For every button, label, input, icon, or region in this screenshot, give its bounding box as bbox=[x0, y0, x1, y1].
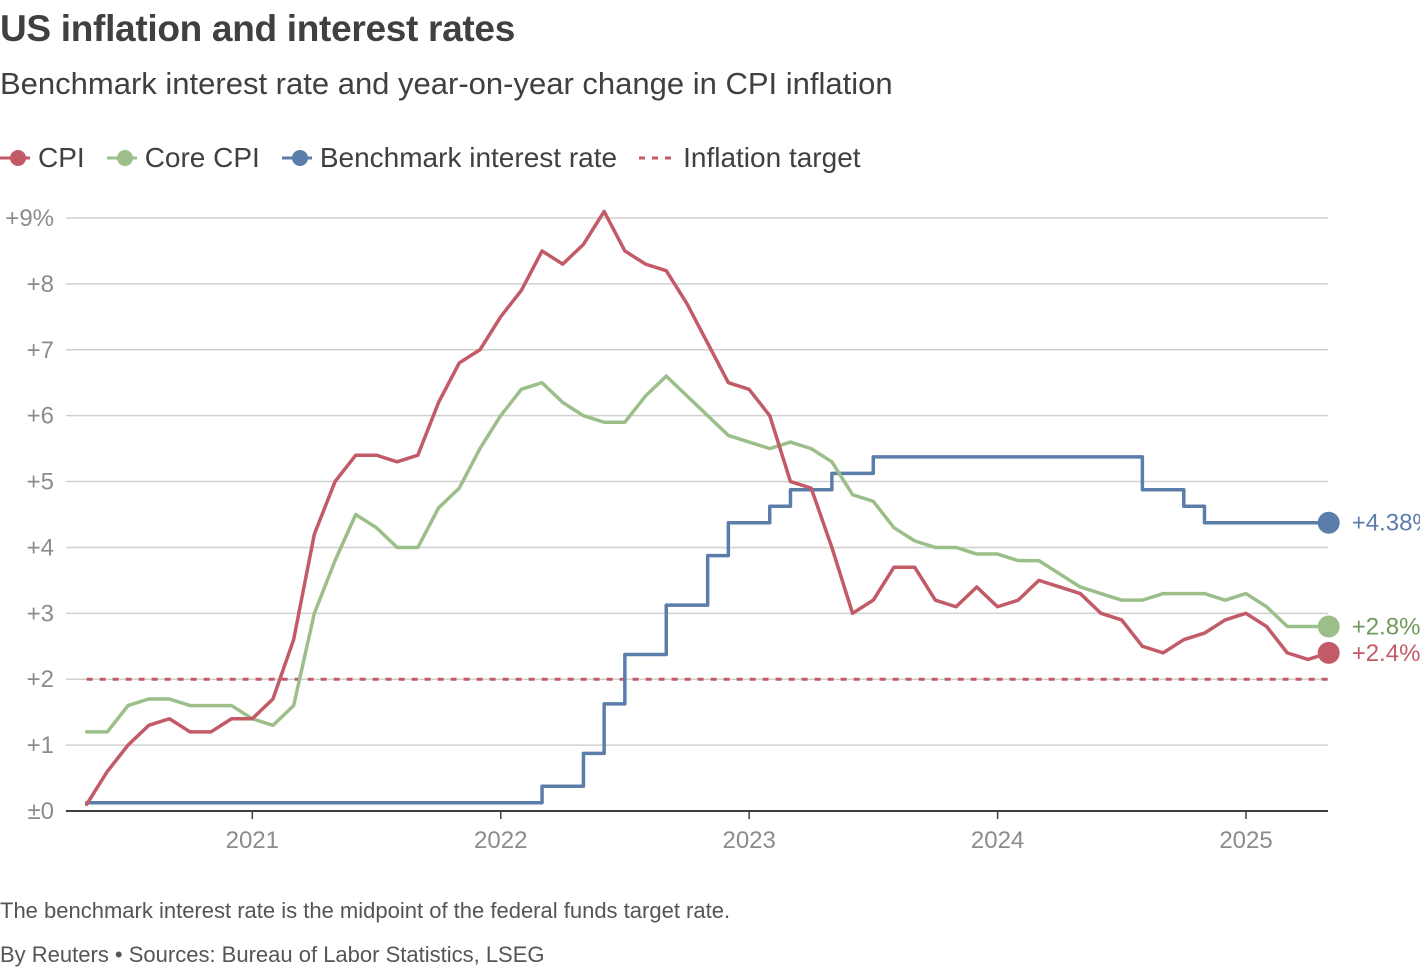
legend-swatch-core-cpi bbox=[106, 150, 137, 166]
x-tick-label-3: 2024 bbox=[971, 827, 1024, 854]
legend-label-cpi: CPI bbox=[38, 142, 85, 173]
chart-source: By Reuters • Sources: Bureau of Labor St… bbox=[0, 942, 545, 967]
legend-swatch-inflation-target bbox=[639, 156, 676, 160]
legend-swatch-cpi bbox=[0, 150, 30, 166]
end-label-benchmark-interest-rate: +4.38% bbox=[1352, 510, 1420, 537]
chart-plot: ±0 +1 +2 +3 +4 +5 +6 +7 +8 +9% 2021 2022 2023 2024 202… bbox=[5, 205, 1420, 854]
y-tick-label-7: +7 bbox=[27, 337, 54, 364]
y-tick-label-8: +8 bbox=[27, 271, 54, 298]
end-marker-benchmark-interest-rate bbox=[1317, 511, 1340, 534]
end-label-cpi: +2.4% bbox=[1352, 640, 1420, 667]
series-line-benchmark-interest-rate bbox=[84, 455, 1331, 805]
legend-item-inflation-target: Inflation target bbox=[639, 142, 861, 174]
y-tick-label-6: +6 bbox=[27, 403, 54, 430]
legend-item-cpi: CPI bbox=[0, 142, 85, 174]
chart-note: The benchmark interest rate is the midpo… bbox=[0, 898, 731, 923]
chart-title: US inflation and interest rates bbox=[0, 8, 515, 49]
x-tick-label-0: 2021 bbox=[226, 827, 279, 854]
y-tick-label-0: ±0 bbox=[27, 798, 54, 825]
legend-label-benchmark-rate: Benchmark interest rate bbox=[319, 142, 618, 173]
y-tick-label-5: +5 bbox=[27, 469, 54, 496]
legend-item-core-cpi: Core CPI bbox=[106, 142, 260, 174]
legend-swatch-benchmark-rate bbox=[281, 150, 312, 166]
x-tick-label-2: 2023 bbox=[722, 827, 775, 854]
legend-label-inflation-target: Inflation target bbox=[683, 142, 861, 173]
end-marker-core-cpi bbox=[1317, 615, 1340, 638]
x-tick-label-1: 2022 bbox=[474, 827, 527, 854]
series-line-cpi bbox=[84, 209, 1331, 807]
legend-item-benchmark-rate: Benchmark interest rate bbox=[281, 142, 618, 174]
x-tick-label-4: 2025 bbox=[1219, 827, 1272, 854]
y-tick-label-9: +9% bbox=[5, 205, 54, 232]
end-marker-cpi bbox=[1317, 641, 1340, 664]
end-label-core-cpi: +2.8% bbox=[1352, 614, 1420, 641]
chart-subtitle: Benchmark interest rate and year-on-year… bbox=[0, 66, 893, 101]
y-tick-label-3: +3 bbox=[27, 600, 54, 627]
chart-legend: CPI Core CPI Benchmark interest rate Inf… bbox=[0, 138, 883, 178]
legend-label-core-cpi: Core CPI bbox=[144, 142, 260, 173]
y-tick-label-4: +4 bbox=[27, 534, 54, 561]
y-tick-label-2: +2 bbox=[27, 666, 54, 693]
y-tick-label-1: +1 bbox=[27, 732, 54, 759]
series-line-core-cpi bbox=[84, 374, 1331, 734]
